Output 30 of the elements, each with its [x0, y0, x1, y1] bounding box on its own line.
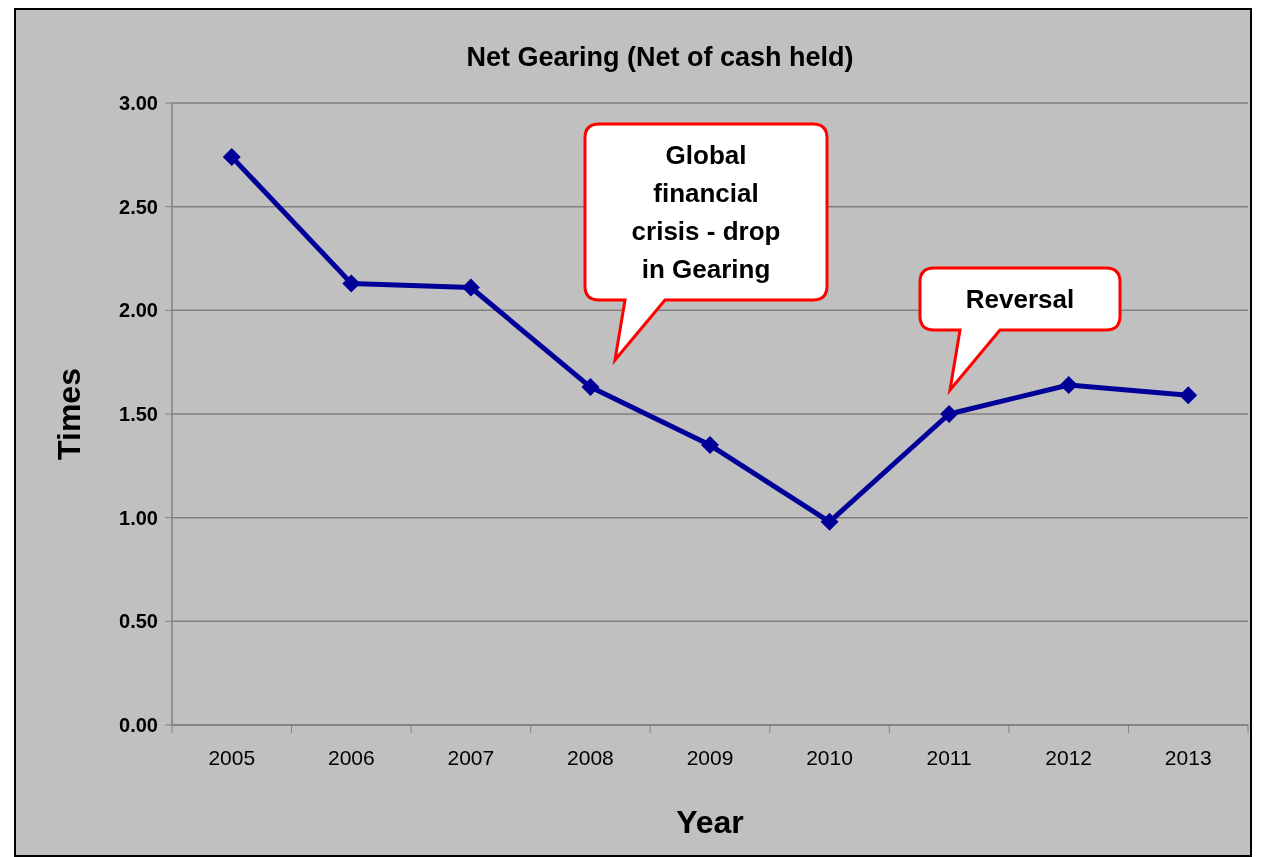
- x-tick-label: 2008: [567, 746, 614, 769]
- point: [461, 278, 480, 297]
- point: [701, 436, 719, 455]
- x-tick-label: 2012: [1045, 746, 1093, 769]
- x-tick-label: 2013: [1164, 746, 1212, 769]
- x-axis-title: Year: [676, 804, 744, 840]
- chart-title: Net Gearing (Net of cash held): [466, 42, 854, 72]
- point: [1179, 386, 1198, 405]
- x-tick-label: 2009: [686, 746, 734, 769]
- y-tick-label: 1.00: [119, 506, 158, 529]
- point: [940, 405, 959, 423]
- y-axis-title: Times: [51, 368, 87, 460]
- x-tick-label: 2006: [327, 746, 375, 769]
- y-tick-label: 0.50: [119, 610, 158, 633]
- annotation: Reversal: [965, 284, 1075, 314]
- point: [820, 512, 839, 531]
- x-tick-label: 2007: [447, 746, 495, 769]
- annotation: Global financial crisis - drop in Gearing: [631, 140, 781, 284]
- y-tick-label: 2.00: [119, 299, 158, 322]
- y-tick-label: 2.50: [119, 195, 158, 218]
- y-tick-label: 3.00: [119, 92, 158, 114]
- x-tick-label: 2010: [806, 746, 853, 769]
- point: [342, 274, 361, 293]
- x-tick-label: 2005: [208, 746, 256, 769]
- y-tick-label: 0.00: [119, 714, 158, 736]
- point: [1059, 375, 1078, 394]
- y-tick-label: 1.50: [119, 403, 158, 425]
- point: [581, 378, 600, 397]
- point: [222, 147, 241, 166]
- x-tick-label: 2011: [926, 746, 972, 769]
